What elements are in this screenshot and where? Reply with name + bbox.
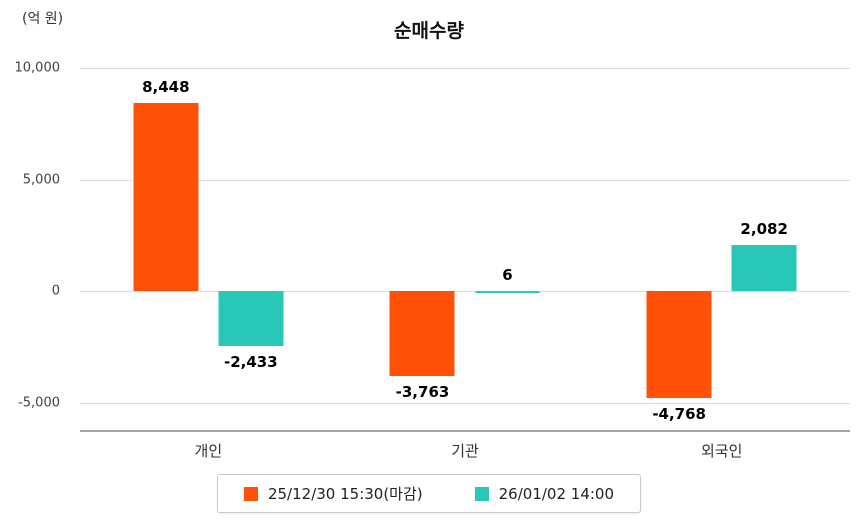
x-axis-category-label: 외국인 bbox=[700, 442, 743, 460]
bar-value-label: -2,433 bbox=[223, 352, 278, 371]
bar-value-label: 2,082 bbox=[740, 219, 788, 238]
gridline bbox=[80, 68, 850, 69]
series-2-color-swatch bbox=[474, 486, 489, 501]
bar-series2-cat1 bbox=[218, 291, 284, 346]
legend: 25/12/30 15:30(마감) 26/01/02 14:00 bbox=[216, 474, 642, 513]
bar-series1-cat3 bbox=[646, 291, 712, 398]
legend-label-series-1: 25/12/30 15:30(마감) bbox=[267, 485, 423, 503]
legend-item-series-1: 25/12/30 15:30(마감) bbox=[243, 483, 423, 504]
gridline bbox=[80, 179, 850, 181]
bar-value-label: 6 bbox=[502, 266, 513, 285]
x-axis-category-label: 개인 bbox=[194, 442, 223, 460]
bar-value-label: -3,763 bbox=[395, 382, 450, 401]
y-axis-tick-label: 0 bbox=[51, 283, 60, 299]
bar-series1-cat1 bbox=[133, 102, 199, 292]
bar-series2-cat2 bbox=[475, 291, 540, 294]
chart-title: 순매수량 bbox=[394, 20, 464, 42]
legend-row: 25/12/30 15:30(마감) 26/01/02 14:00 bbox=[0, 474, 858, 513]
y-axis-unit-label: (억 원) bbox=[22, 11, 64, 27]
plot-area: 8,448 -3,763 -4,768 -2,433 6 2,082 bbox=[80, 68, 850, 432]
bar-value-label: -4,768 bbox=[652, 405, 706, 423]
bar-series1-cat2 bbox=[389, 291, 455, 376]
x-axis-category-label: 기관 bbox=[451, 442, 479, 460]
y-axis-tick-label: 5,000 bbox=[22, 172, 60, 188]
series-1-color-swatch bbox=[243, 486, 258, 501]
legend-item-series-2: 26/01/02 14:00 bbox=[474, 484, 615, 503]
bar-value-label: 8,448 bbox=[142, 77, 190, 96]
x-axis-labels: 개인 기관 외국인 bbox=[80, 440, 850, 461]
y-axis-tick-label: 10,000 bbox=[14, 60, 61, 76]
legend-label-series-2: 26/01/02 14:00 bbox=[498, 484, 615, 503]
gridline bbox=[80, 403, 850, 405]
gridline bbox=[80, 291, 850, 293]
y-axis-tick-labels: 10,000 5,000 0 -5,000 bbox=[0, 61, 68, 430]
bar-series2-cat3 bbox=[731, 244, 797, 292]
y-axis-tick-label: -5,000 bbox=[18, 395, 60, 411]
